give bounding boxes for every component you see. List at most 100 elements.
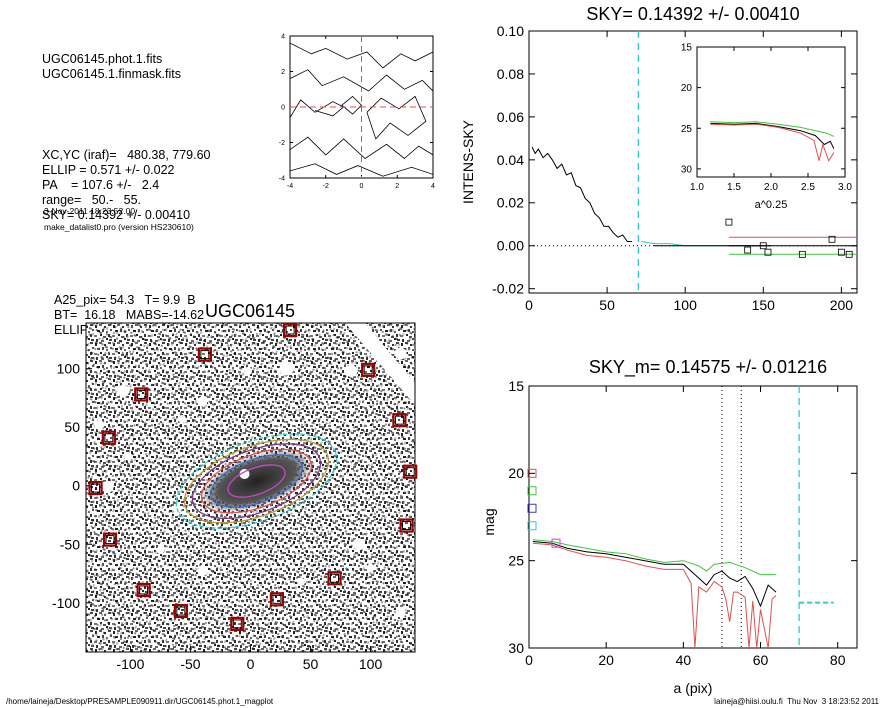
image-mask-blob — [296, 577, 305, 586]
image-mask-blob — [178, 415, 187, 424]
image-xtick-label: -50 — [180, 656, 200, 672]
sky-box-inner — [405, 467, 415, 477]
image-field — [86, 323, 415, 652]
sky-box-inner — [139, 585, 149, 595]
isophote-ellipse — [191, 443, 322, 519]
contour-line — [366, 95, 427, 140]
isophote-ellipse — [210, 454, 303, 508]
sky-point — [759, 242, 767, 250]
mag-xtick-label: 40 — [676, 652, 692, 668]
sky-series — [641, 241, 764, 247]
sky-box-inner — [363, 365, 373, 375]
image-title: UGC06145 — [205, 301, 295, 321]
sky-box-inner — [272, 594, 282, 604]
sky-ytick-label: 0.02 — [497, 195, 524, 211]
mag-ytick-label: 25 — [508, 553, 524, 569]
header-block: UGC06145.phot.1.fits UGC06145.1.finmask.f… — [42, 22, 211, 353]
lines_a-line: UGC06145.1.finmask.fits — [42, 67, 181, 81]
mag-color-square — [527, 486, 537, 496]
contour-xtick-label: 2 — [395, 183, 399, 190]
contour-line — [290, 136, 433, 160]
image-ytick-label: -100 — [52, 595, 80, 611]
sky-box — [101, 430, 116, 445]
sky-ytick-label: 0.08 — [497, 66, 524, 82]
image-mask-blob — [394, 347, 407, 360]
sky-ytick-label: 0.04 — [497, 152, 524, 168]
inset-ytick-label: 25 — [681, 124, 693, 135]
fit-params: XC,YC (iraf)= 480.38, 779.60 ELLIP = 0.57… — [42, 148, 211, 223]
sky-box — [230, 616, 245, 632]
image-mask-blob — [197, 396, 208, 407]
lines_b-line: PA = 107.6 +/- 2.4 — [42, 178, 160, 192]
mag-xtick-label: 60 — [753, 652, 769, 668]
contour-ytick-label: 2 — [281, 69, 285, 76]
mag-frame — [528, 385, 858, 649]
sky-box — [283, 322, 298, 338]
sky-box-inner — [285, 325, 295, 335]
inset-ytick-label: 20 — [681, 83, 693, 94]
contour-ytick-label: -4 — [279, 175, 285, 182]
sky-xtick-label: 50 — [599, 297, 615, 313]
lines_c-line: A25_pix= 54.3 T= 9.9 B — [54, 293, 196, 307]
contour-line — [290, 42, 433, 69]
file-lines: UGC06145.phot.1.fits UGC06145.1.finmask.f… — [42, 52, 211, 82]
program-stamp: make_datalist0.pro (version HS230610) — [44, 222, 194, 232]
contour-xtick-label: 4 — [431, 183, 435, 190]
contour-xtick-label: -2 — [323, 183, 329, 190]
sky-title: SKY= 0.14392 +/- 0.00410 — [586, 4, 799, 24]
mag-series — [532, 541, 777, 608]
sky-point — [798, 250, 806, 258]
image-mask-blob — [366, 563, 375, 572]
sky-box — [134, 387, 149, 402]
lines_c-line: BT= 16.18 MABS=-14.62 — [54, 308, 205, 322]
sky-ytick-label: 0.00 — [497, 238, 524, 254]
sky-box-inner — [200, 350, 210, 360]
contour-ytick-label: 0 — [281, 104, 285, 111]
lines_b-line: XC,YC (iraf)= 480.38, 779.60 — [42, 148, 211, 162]
sky-box — [392, 413, 407, 428]
image-xtick-label: 100 — [359, 656, 383, 672]
inset-ytick-label: 30 — [681, 164, 693, 175]
sky-box — [269, 592, 285, 607]
image-mask-blob — [279, 361, 294, 376]
sky-ytick-label: 0.06 — [497, 109, 524, 125]
sky-box-inner — [402, 521, 412, 531]
image-mask-stripe — [345, 323, 415, 405]
date-stamp: 3-Nov-2011 18:23:52.00 — [44, 206, 136, 216]
contour-line — [290, 99, 345, 118]
isophote-ellipse — [227, 464, 286, 498]
lines_b-line: range= 50.- 55. — [42, 193, 142, 207]
sky-box — [399, 518, 414, 533]
mag-xtick-label: 0 — [525, 652, 533, 668]
sky-box — [102, 532, 118, 547]
sky-box-inner — [330, 573, 340, 583]
mag-a25-square — [551, 538, 561, 548]
sky-series — [531, 146, 633, 242]
isophote-ellipse — [175, 433, 338, 529]
sky-point — [837, 248, 845, 256]
sky-ytick-label: 0.10 — [497, 23, 524, 39]
sky-point — [725, 218, 733, 226]
mag-color-square — [527, 468, 537, 478]
footer-path: /home/laineja/Desktop/PRESAMPLE090911.di… — [6, 697, 274, 706]
sky-xtick-label: 150 — [752, 297, 776, 313]
mag-series — [532, 542, 777, 648]
mag-ytick-label: 30 — [508, 640, 524, 656]
mag-color-square — [527, 521, 537, 531]
sky-box — [327, 571, 342, 586]
sky-point — [764, 248, 772, 256]
mag-color-square — [527, 503, 537, 513]
inset-xtick-label: 2.0 — [764, 182, 778, 193]
sky-box-inner — [91, 483, 101, 493]
image-mask-blob — [117, 384, 130, 397]
image-mask-blob — [101, 480, 114, 493]
isophote-ellipse — [200, 448, 313, 514]
mag-xtick-label: 20 — [598, 652, 614, 668]
inset-ytick-label: 15 — [681, 43, 693, 54]
mag-title: SKY_m= 0.14575 +/- 0.01216 — [589, 357, 827, 378]
image-mask-blob — [352, 538, 365, 551]
sky-ytick-label: -0.02 — [492, 281, 524, 297]
sky-box-inner — [176, 606, 186, 616]
sky-box-inner — [136, 389, 146, 399]
